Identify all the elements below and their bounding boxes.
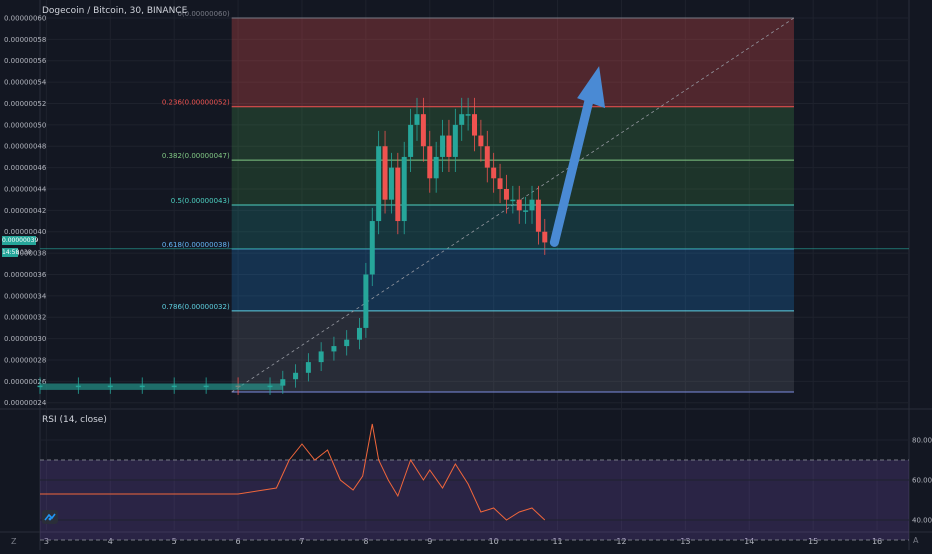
rsi-line [40,423,546,521]
candle-body [344,339,350,347]
x-tick-label: 11 [552,537,562,546]
fib-zone [231,310,794,393]
candle-body [484,146,490,168]
candle-body [465,114,471,116]
x-tick-label: 4 [108,537,113,546]
consolidation-candles [40,383,283,390]
candle-body [535,199,541,232]
candle-body [305,362,311,373]
candle-body [363,274,369,328]
y-tick-label: 0.00000048 [4,143,46,151]
candle-body [420,114,426,147]
candle-body [318,351,324,363]
y-tick-label: 0.00000040 [4,228,46,236]
candle-body [459,114,465,125]
candle-body [427,146,433,179]
y-tick-label: 0.00000026 [4,378,47,386]
candle-body [401,156,407,222]
y-tick-label: 0.00000030 [4,335,46,343]
up-arrow-head-icon [577,66,606,109]
candle-body [369,221,375,275]
zoom-reset-button[interactable]: Z [11,537,17,546]
x-tick-label: 10 [489,537,499,546]
candle-body [503,188,509,200]
y-tick-label: 0.00000024 [4,399,47,407]
candle-body [376,146,382,222]
x-tick-label: 12 [616,537,626,546]
candle-body [542,231,548,243]
x-tick-label: 9 [427,537,432,546]
y-tick-label: 0.00000050 [4,121,46,129]
candle-body [452,124,458,157]
candle-body [516,199,522,211]
candle-body [510,199,516,202]
y-tick-label: 0.00000054 [4,79,47,87]
candle-body [395,167,401,222]
fib-level-label: 0(0.00000060) [177,10,229,18]
x-tick-label: 6 [236,537,241,546]
fib-zone [231,18,794,107]
y-tick-label: 0.00000046 [4,164,47,172]
fib-level-label: 0.236(0.00000052) [162,99,230,107]
y-tick-label: 0.00000036 [4,271,47,279]
rsi-tick-label: 60.00 [912,477,932,485]
x-tick-label: 7 [299,537,304,546]
candle-body [497,178,503,189]
candle-body [529,199,535,211]
tradingview-logo-icon[interactable] [42,510,58,524]
candle-body [356,327,362,340]
candle-body [491,167,497,179]
fib-level-label: 0.786(0.00000032) [162,303,230,311]
y-tick-label: 0.00000056 [4,57,47,65]
candle-body [478,135,484,147]
rsi-band-fill [40,460,909,540]
fib-zone [231,106,794,161]
y-tick-label: 0.00000058 [4,36,46,44]
y-tick-label: 0.00000032 [4,314,46,322]
candle-body [433,156,439,179]
x-tick-label: 8 [363,537,368,546]
candle-body [523,210,529,212]
y-tick-label: 0.00000052 [4,100,46,108]
rsi-indicator-label[interactable]: RSI (14, close) [42,415,107,425]
chart-title: Dogecoin / Bitcoin, 30, BINANCE [42,6,188,16]
up-arrow-annotation-icon [549,87,596,247]
x-tick-label: 15 [808,537,818,546]
fib-level-label: 0.382(0.00000047) [162,152,230,160]
rsi-tick-label: 80.00 [912,437,932,445]
candle-body [331,346,337,352]
y-tick-label: 0.00000038 [4,250,46,258]
candle-body [414,114,420,125]
fib-level-label: 0.618(0.00000038) [162,241,230,249]
y-tick-label: 0.00000034 [4,292,47,300]
y-tick-label: 0.00000042 [4,207,46,215]
candle-body [472,114,477,136]
x-tick-label: 5 [172,537,177,546]
countdown-badge: 14:58 [2,248,20,257]
candle-body [382,146,388,200]
fib-zone [231,248,794,311]
x-tick-label: 16 [872,537,882,546]
candle-body [388,167,394,200]
y-tick-label: 0.00000060 [4,15,46,23]
current-price-badge: 0.00000039 [2,236,39,245]
x-tick-label: 14 [744,537,754,546]
fib-level-label: 0.5(0.00000043) [171,197,230,205]
price-badge-tail: 038 [20,249,32,256]
candle-body [446,135,452,157]
rsi-tick-label: 40.00 [912,517,932,525]
x-tick-label: 3 [44,537,49,546]
auto-scale-button[interactable]: A [913,536,919,545]
y-tick-label: 0.00000028 [4,356,46,364]
candle-body [293,372,299,380]
candle-body [408,124,414,157]
candle-body [440,135,446,157]
y-tick-label: 0.00000044 [4,185,47,193]
x-tick-label: 13 [680,537,690,546]
candle-body [280,379,286,386]
